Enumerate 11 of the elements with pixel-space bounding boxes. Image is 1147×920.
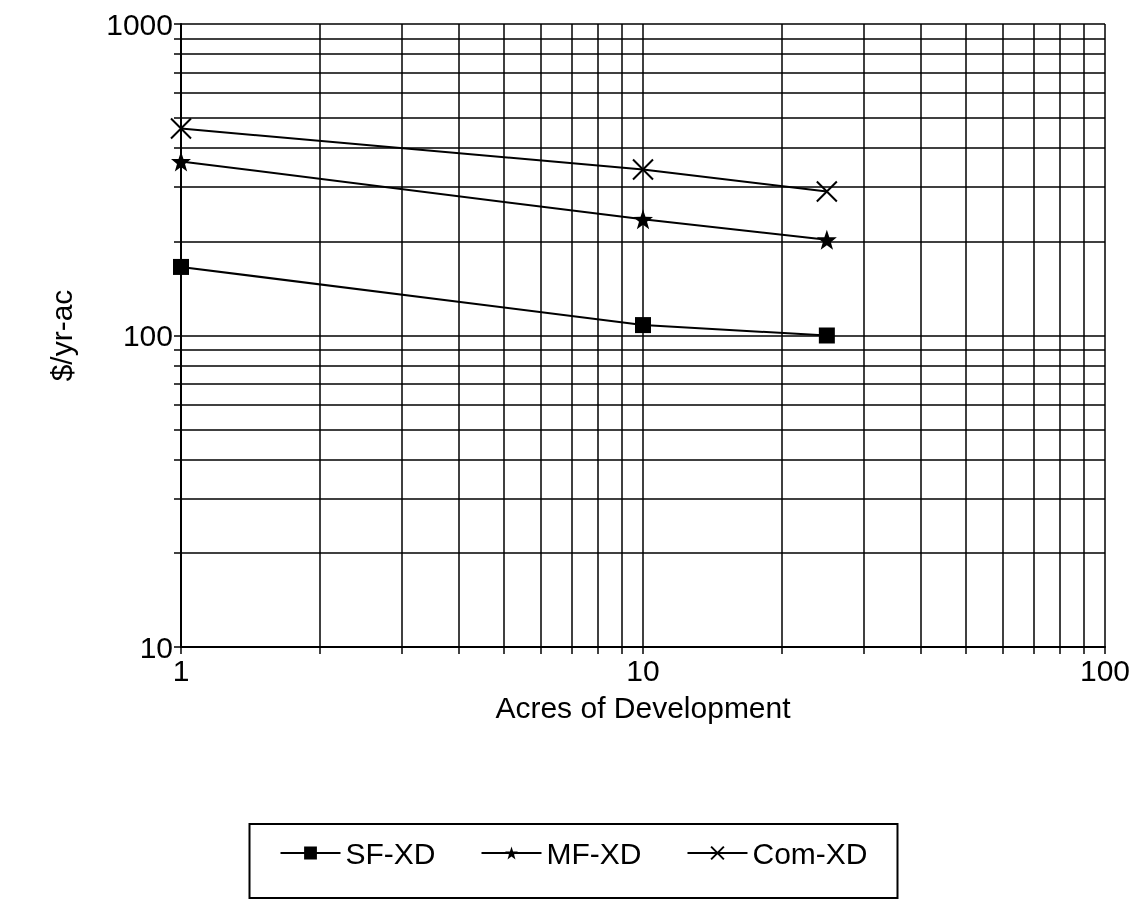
x-axis-title: Acres of Development xyxy=(495,690,792,724)
legend-label: SF-XD xyxy=(345,836,436,870)
legend-label: Com-XD xyxy=(752,836,868,870)
y-tick-label: 10 xyxy=(139,630,173,664)
x-tick-label: 10 xyxy=(626,653,660,687)
y-axis-title: $/yr-ac xyxy=(44,289,78,382)
y-tick-label: 100 xyxy=(122,319,173,352)
y-tick-label: 1000 xyxy=(106,7,173,41)
legend-label: MF-XD xyxy=(546,836,642,870)
x-tick-label: 100 xyxy=(1079,653,1131,687)
x-tick-label: 1 xyxy=(172,653,190,687)
